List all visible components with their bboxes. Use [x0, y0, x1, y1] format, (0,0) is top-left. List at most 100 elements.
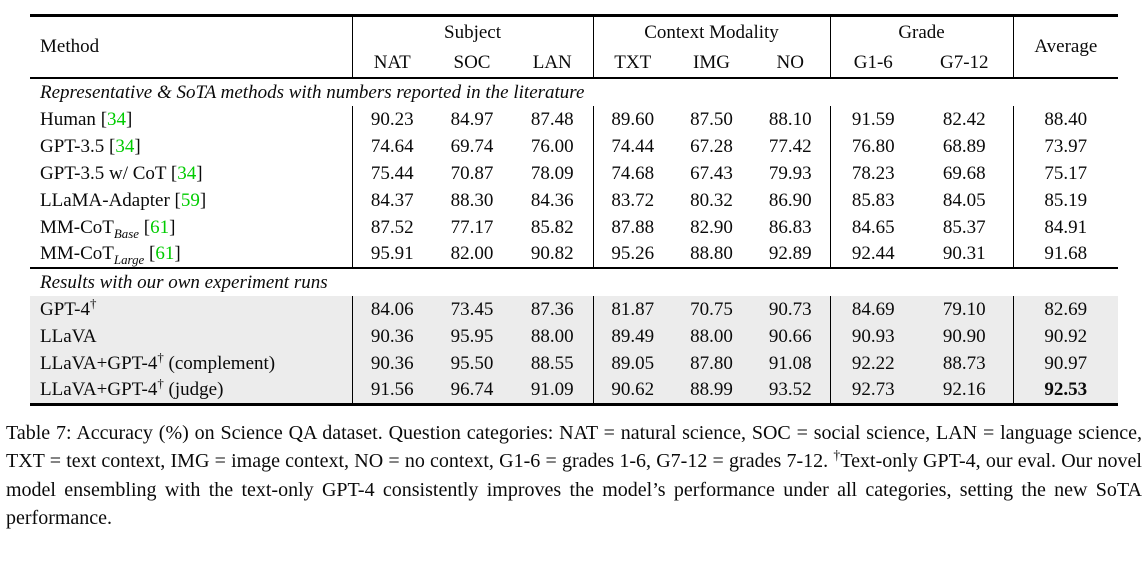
- table-row: LLaVA 90.36 95.95 88.00 89.49 88.00 90.66 90.93…: [30, 323, 1119, 350]
- value-cell: 90.36: [370, 352, 414, 374]
- value-cell: 76.00: [512, 133, 594, 160]
- value-cell: 90.66: [751, 323, 831, 350]
- table-row: MM-CoTBase [61] 87.52 77.17 85.82 87.88 82.90…: [30, 214, 1118, 241]
- value-cell: 84.05: [916, 187, 1014, 214]
- avg-value-cell: 75.17: [1044, 162, 1088, 184]
- value-cell: 95.95: [450, 325, 494, 347]
- value-cell: 96.74: [450, 378, 494, 400]
- value-cell: 88.10: [751, 106, 831, 133]
- value-cell: 69.74: [450, 135, 494, 157]
- value-cell: 80.32: [690, 189, 733, 211]
- value-cell: 87.50: [690, 108, 733, 130]
- value-cell: 67.43: [690, 162, 733, 184]
- table-caption: Table 7: Accuracy (%) on Science QA data…: [6, 421, 1142, 530]
- citation-link[interactable]: 59: [180, 189, 200, 211]
- avg-value-cell: 73.97: [1044, 135, 1088, 157]
- col-group-subject: Subject: [352, 15, 594, 48]
- value-cell: 82.00: [450, 243, 494, 264]
- citation-link[interactable]: 34: [107, 108, 127, 130]
- value-cell: 93.52: [751, 377, 831, 404]
- citation-link[interactable]: 34: [115, 135, 135, 157]
- value-cell: 84.37: [370, 189, 414, 211]
- value-cell: 88.00: [690, 325, 733, 347]
- value-cell: 73.45: [450, 298, 494, 320]
- value-cell: 68.89: [916, 133, 1014, 160]
- dagger-mark: †: [157, 375, 164, 391]
- col-group-grade: Grade: [830, 15, 1014, 48]
- value-cell: 91.08: [751, 350, 831, 377]
- col-header-method: Method: [30, 15, 353, 78]
- table-body: Representative & SoTA methods with numbe…: [30, 78, 1119, 404]
- value-cell: 82.90: [690, 216, 733, 238]
- value-cell: 89.49: [611, 325, 655, 347]
- value-cell: 84.69: [851, 298, 895, 320]
- col-header-no: NO: [751, 48, 831, 78]
- col-header-lan: LAN: [512, 48, 594, 78]
- avg-value-cell: 91.68: [1044, 243, 1088, 264]
- value-cell: 88.30: [450, 189, 494, 211]
- table-7-figure: Method Subject Context Modality Grade Av…: [30, 14, 1119, 406]
- col-header-g7-12: G7-12: [916, 48, 1014, 78]
- col-header-g1-6: G1-6: [853, 51, 893, 73]
- value-cell: 87.52: [370, 216, 414, 238]
- table-row: MM-CoTLarge [61] 95.91 82.00 90.82 95.26 88.8…: [30, 241, 1118, 268]
- value-cell: 74.64: [370, 135, 414, 157]
- value-cell: 76.80: [851, 135, 895, 157]
- table-header: Method Subject Context Modality Grade Av…: [30, 15, 1119, 78]
- value-cell: 88.00: [512, 323, 594, 350]
- table-row: Human [34] 90.23 84.97 87.48 89.60 87.50 88.10…: [30, 106, 1118, 133]
- value-cell: 86.83: [751, 214, 831, 241]
- value-cell: 87.88: [611, 216, 655, 238]
- value-cell: 90.62: [611, 378, 655, 400]
- value-cell: 84.65: [851, 216, 895, 238]
- value-cell: 91.56: [370, 378, 414, 400]
- method-cell: LLaVA+GPT-4† (judge): [30, 375, 353, 404]
- avg-value-cell: 84.91: [1044, 216, 1088, 238]
- avg-value-cell: 85.19: [1044, 189, 1088, 211]
- value-cell: 82.42: [916, 106, 1014, 133]
- value-cell: 88.99: [690, 378, 733, 400]
- value-cell: 91.09: [512, 377, 594, 404]
- method-cell: GPT-3.5 w/ CoT [34]: [30, 160, 353, 187]
- value-cell: 81.87: [611, 298, 655, 320]
- avg-value-cell: 82.69: [1044, 298, 1088, 320]
- value-cell: 90.31: [916, 241, 1014, 268]
- value-cell: 88.80: [690, 243, 733, 264]
- citation-link[interactable]: 61: [150, 216, 170, 238]
- value-cell: 86.90: [751, 187, 831, 214]
- dagger-mark: †: [89, 295, 97, 311]
- value-cell: 90.82: [512, 241, 594, 268]
- header-subcol-row: NAT SOC LAN TXT IMG NO G1-6 G7-12: [30, 48, 1118, 78]
- value-cell: 90.73: [751, 296, 831, 323]
- table-row: LLaVA+GPT-4† (complement) 90.36 95.50 88.55…: [30, 350, 1119, 377]
- value-cell: 79.10: [916, 296, 1014, 323]
- method-subscript: Base: [113, 225, 139, 241]
- col-header-average: Average: [1034, 36, 1098, 57]
- value-cell: 85.82: [512, 214, 594, 241]
- table-row: GPT-3.5 [34] 74.64 69.74 76.00 74.44 67.28 77.…: [30, 133, 1118, 160]
- avg-value-cell: 88.40: [1044, 108, 1088, 130]
- value-cell: 74.44: [611, 135, 655, 157]
- avg-value-cell: 90.97: [1044, 352, 1088, 374]
- value-cell: 77.17: [450, 216, 494, 238]
- value-cell: 79.93: [751, 160, 831, 187]
- table-row: GPT-3.5 w/ CoT [34] 75.44 70.87 78.09 74.68 6…: [30, 160, 1118, 187]
- value-cell: 78.23: [851, 162, 895, 184]
- col-header-nat: NAT: [373, 51, 411, 73]
- citation-link[interactable]: 61: [155, 243, 175, 264]
- value-cell: 77.42: [751, 133, 831, 160]
- value-cell: 85.83: [851, 189, 895, 211]
- value-cell: 75.44: [370, 162, 414, 184]
- paper-page: Method Subject Context Modality Grade Av…: [0, 14, 1148, 582]
- value-cell: 90.93: [851, 325, 895, 347]
- method-cell: LLaVA: [30, 323, 353, 350]
- method-cell: MM-CoTLarge [61]: [30, 241, 353, 268]
- col-header-txt: TXT: [614, 51, 652, 73]
- value-cell: 87.48: [512, 106, 594, 133]
- value-cell: 67.28: [690, 135, 733, 157]
- value-cell: 92.73: [851, 378, 895, 400]
- avg-value-cell: 90.92: [1044, 325, 1088, 347]
- citation-link[interactable]: 34: [177, 162, 197, 184]
- value-cell: 95.91: [370, 243, 414, 264]
- col-group-context-modality: Context Modality: [593, 15, 831, 48]
